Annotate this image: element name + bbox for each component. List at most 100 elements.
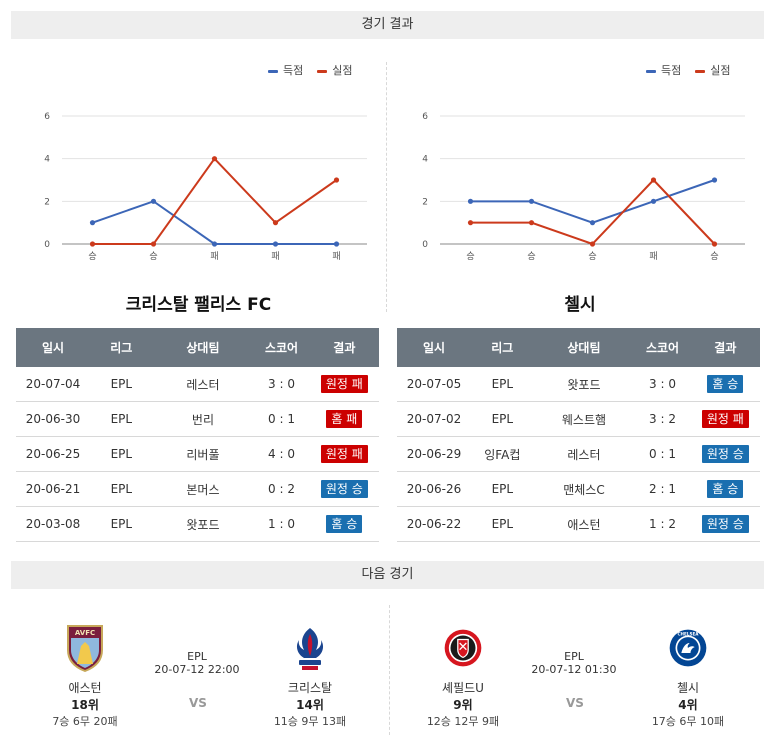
cell-date: 20-06-26 <box>397 471 472 507</box>
data-point <box>589 220 596 226</box>
result-badge: 원정 승 <box>701 445 749 463</box>
data-point <box>272 220 279 226</box>
x-tick-label: 승 <box>149 251 157 262</box>
cell-opponent[interactable]: 리버풀 <box>152 436 254 472</box>
match2-home-name: 셰필드U <box>442 681 484 695</box>
col-score: 스코어 <box>253 328 310 367</box>
match1-away-team[interactable]: 크리스탈 14위 11승 9무 13패 <box>265 624 355 729</box>
data-point <box>211 241 218 247</box>
match1-away-name: 크리스탈 <box>287 681 333 695</box>
cell-result: 원정 패 <box>309 436 379 472</box>
match2-home-team[interactable]: 셰필드U 9위 12승 12무 9패 <box>418 624 508 729</box>
cell-result: 홈 패 <box>309 401 379 437</box>
cell-date: 20-07-02 <box>397 401 472 437</box>
cell-opponent[interactable]: 왓포드 <box>152 506 254 542</box>
cell-date: 20-07-04 <box>16 367 91 402</box>
data-point <box>528 198 535 204</box>
data-point <box>589 241 596 247</box>
cell-opponent[interactable]: 본머스 <box>152 471 254 507</box>
x-tick-label: 패 <box>332 251 340 262</box>
match2-info: EPL 20-07-12 01:30 <box>524 650 624 676</box>
cell-opponent[interactable]: 웨스트햄 <box>533 401 635 437</box>
cell-result: 원정 승 <box>309 471 379 507</box>
svg-text:CHELSEA: CHELSEA <box>677 632 699 637</box>
cell-score: 1 : 2 <box>634 506 691 542</box>
cell-date: 20-06-30 <box>16 401 91 437</box>
next-section-title: 다음 경기 <box>361 567 414 582</box>
cell-score: 4 : 0 <box>253 436 310 472</box>
cell-opponent[interactable]: 맨체스C <box>533 471 635 507</box>
cell-result: 원정 승 <box>690 506 760 542</box>
x-tick-label: 승 <box>88 251 96 262</box>
series-line-conceded <box>470 178 716 246</box>
result-badge: 홈 승 <box>707 480 744 498</box>
col-league: 리그 <box>471 328 534 367</box>
left-results-table: 일시 리그 상대팀 스코어 결과 20-07-04 EPL 레스터 3 : 0 원정 패… <box>16 328 379 542</box>
cell-date: 20-06-25 <box>16 436 91 472</box>
result-badge: 원정 패 <box>701 410 749 428</box>
match2-away-team[interactable]: CHELSEA 첼시 4위 17승 6무 10패 <box>643 624 733 729</box>
cell-score: 0 : 1 <box>253 401 310 437</box>
x-tick-label: 승 <box>527 251 535 262</box>
table-row: 20-07-04 EPL 레스터 3 : 0 원정 패 <box>16 367 379 402</box>
cell-score: 3 : 0 <box>253 367 310 402</box>
cell-opponent[interactable]: 레스터 <box>533 436 635 472</box>
y-tick-label: 6 <box>44 112 50 122</box>
legend-scored: 득점 <box>268 62 303 78</box>
y-tick-label: 4 <box>422 155 428 165</box>
data-point <box>333 177 340 183</box>
aston-villa-logo-icon: AVFC <box>67 625 103 673</box>
chelsea-logo-icon: CHELSEA <box>669 629 707 667</box>
cell-league: EPL <box>90 367 153 402</box>
x-tick-label: 패 <box>649 251 657 262</box>
cell-league: EPL <box>471 506 534 542</box>
table-row: 20-06-21 EPL 본머스 0 : 2 원정 승 <box>16 471 379 507</box>
cell-opponent[interactable]: 레스터 <box>152 367 254 402</box>
match1-home-team[interactable]: AVFC 애스턴 18위 7승 6무 20패 <box>40 624 130 729</box>
data-point <box>650 198 657 204</box>
legend-conceded: 실점 <box>317 62 353 78</box>
y-tick-label: 6 <box>422 112 428 122</box>
cell-result: 홈 승 <box>690 367 760 402</box>
series-line-scored <box>92 200 337 245</box>
table-row: 20-03-08 EPL 왓포드 1 : 0 홈 승 <box>16 506 379 542</box>
result-badge: 원정 승 <box>320 480 368 498</box>
match1-datetime: 20-07-12 22:00 <box>154 663 240 676</box>
cell-league: EPL <box>471 367 534 402</box>
table-row: 20-06-30 EPL 번리 0 : 1 홈 패 <box>16 401 379 437</box>
x-tick-label: 승 <box>588 251 596 262</box>
svg-text:AVFC: AVFC <box>75 629 95 637</box>
cell-score: 0 : 1 <box>634 436 691 472</box>
cell-opponent[interactable]: 왓포드 <box>533 367 635 402</box>
cell-date: 20-03-08 <box>16 506 91 542</box>
match2-datetime: 20-07-12 01:30 <box>531 663 617 676</box>
col-result: 결과 <box>309 328 379 367</box>
match1-league: EPL <box>187 650 207 663</box>
table-row: 20-07-02 EPL 웨스트햄 3 : 2 원정 패 <box>397 401 760 437</box>
results-section-title: 경기 결과 <box>361 17 414 32</box>
x-tick-label: 패 <box>271 251 279 262</box>
col-opponent: 상대팀 <box>152 328 254 367</box>
y-tick-label: 2 <box>44 197 50 207</box>
right-team-name: 첼시 <box>564 295 596 315</box>
table-row: 20-06-29 잉FA컵 레스터 0 : 1 원정 승 <box>397 436 760 472</box>
data-point <box>528 220 535 226</box>
cell-score: 3 : 0 <box>634 367 691 402</box>
cell-league: EPL <box>90 401 153 437</box>
cell-score: 2 : 1 <box>634 471 691 507</box>
cell-opponent[interactable]: 애스턴 <box>533 506 635 542</box>
cell-score: 0 : 2 <box>253 471 310 507</box>
y-tick-label: 4 <box>44 155 50 165</box>
match2-league: EPL <box>564 650 584 663</box>
data-point <box>467 220 474 226</box>
x-tick-label: 패 <box>210 251 218 262</box>
data-point <box>467 198 474 204</box>
cell-date: 20-06-22 <box>397 506 472 542</box>
cell-opponent[interactable]: 번리 <box>152 401 254 437</box>
cell-score: 1 : 0 <box>253 506 310 542</box>
cell-league: 잉FA컵 <box>471 436 534 472</box>
cell-result: 원정 패 <box>690 401 760 437</box>
y-tick-label: 0 <box>422 240 428 250</box>
cell-score: 3 : 2 <box>634 401 691 437</box>
